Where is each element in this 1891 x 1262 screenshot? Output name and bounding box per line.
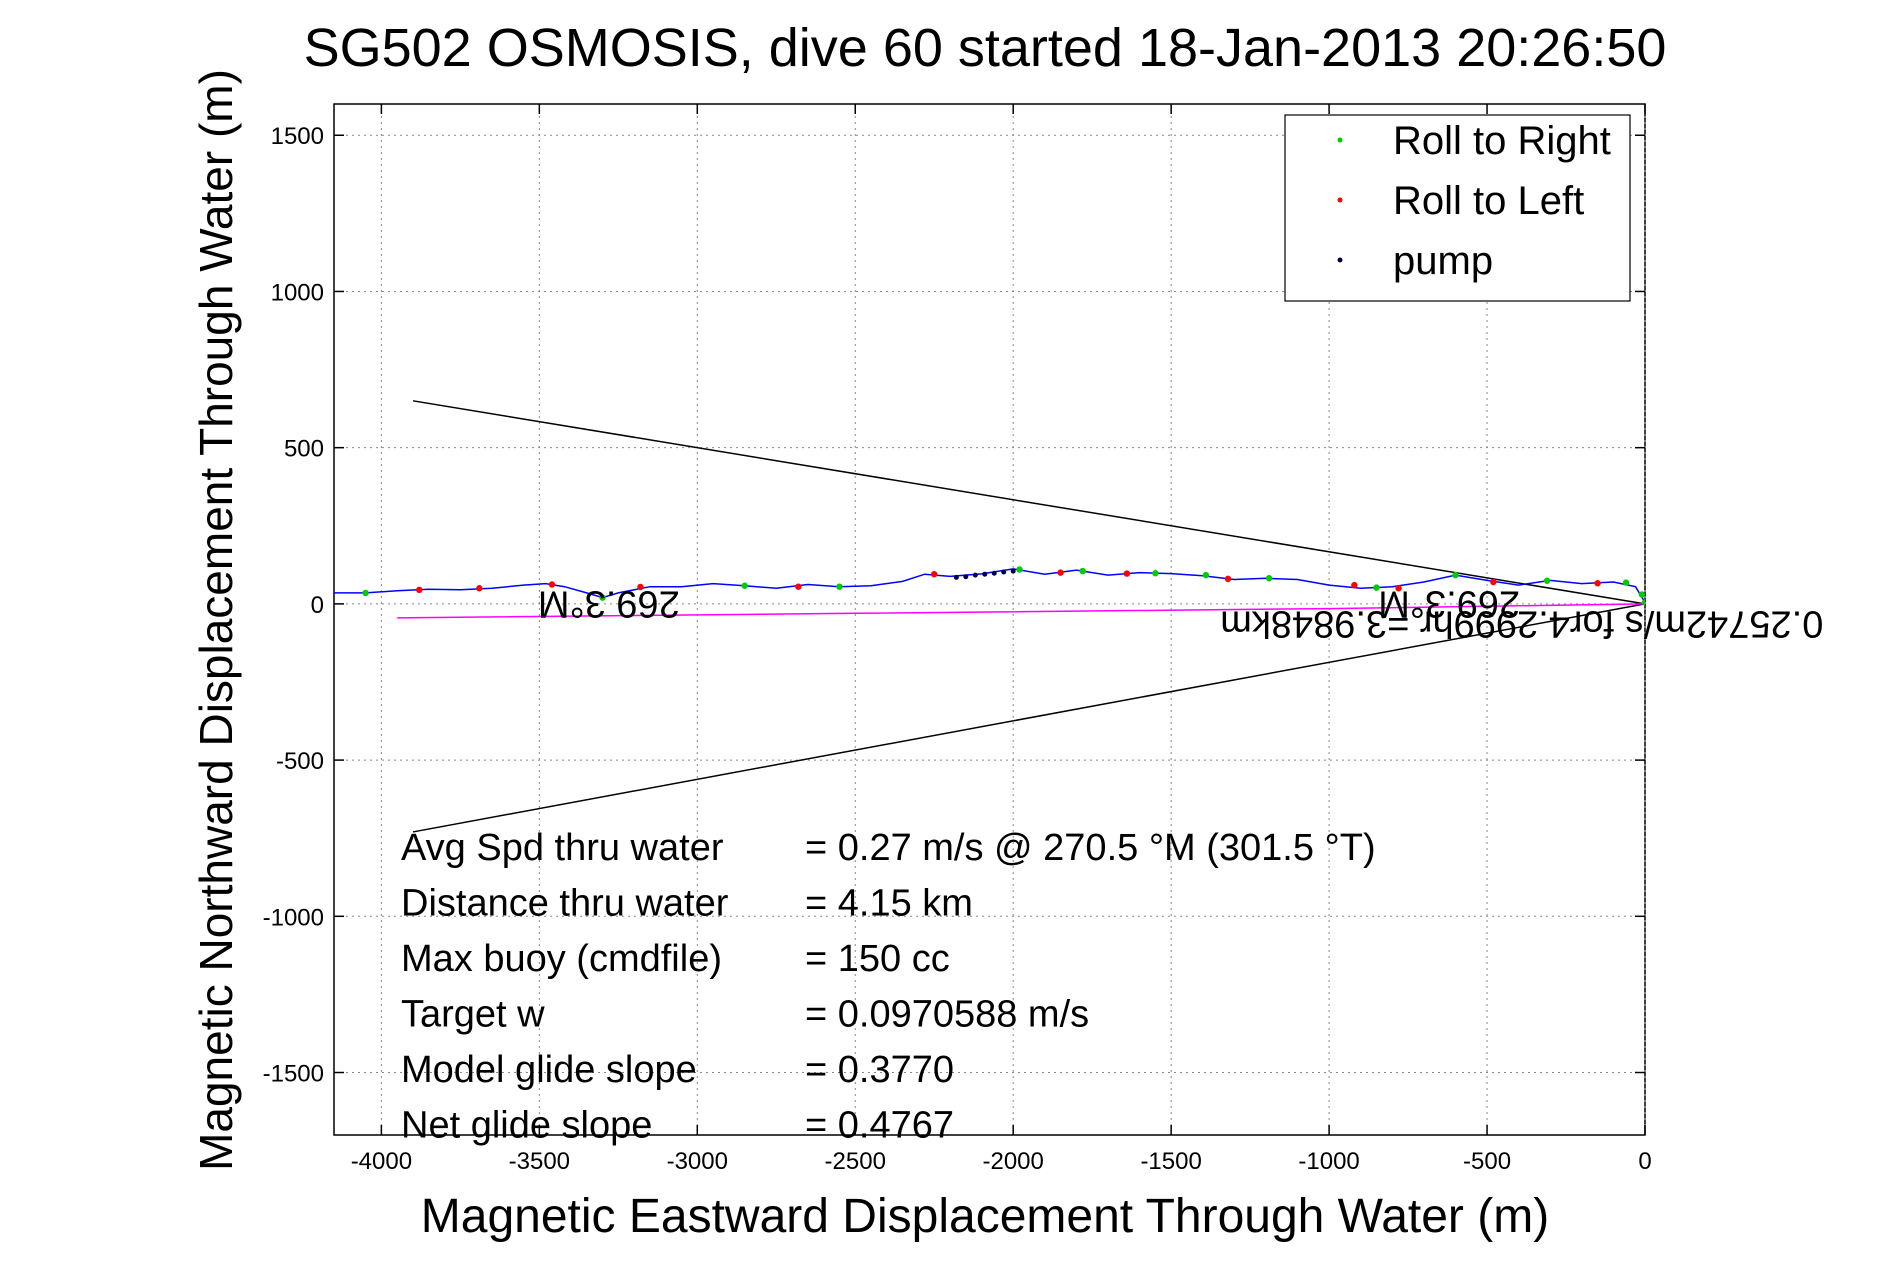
roll-right-marker (1641, 599, 1645, 606)
heading-line (412, 400, 1645, 605)
roll-right-marker (1622, 579, 1630, 586)
roll-right-marker (1265, 575, 1273, 582)
stat-label: Model glide slope (401, 1049, 697, 1091)
legend-label: pump (1393, 239, 1493, 283)
x-tick-label: -500 (1463, 1148, 1511, 1175)
annotations: 269.3°M 269.3°M0.25742m/s for4.2999hr =3.… (538, 582, 1824, 644)
y-tick-label: 1500 (271, 123, 324, 150)
roll-left-marker (1351, 581, 1358, 589)
y-tick-label: 1000 (271, 279, 324, 306)
chart-title: SG502 OSMOSIS, dive 60 started 18-Jan-20… (304, 18, 1667, 78)
stat-label: Net glide slope (401, 1105, 652, 1147)
legend: Roll to Right Roll to Left pump (1284, 114, 1631, 302)
stat-value: = 0.27 m/s @ 270.5 °M (301.5 °T) (805, 827, 1376, 869)
y-tick-label: -1000 (263, 904, 324, 931)
x-tick-label: -3000 (667, 1148, 728, 1175)
x-tick-label: -2000 (982, 1148, 1043, 1175)
x-tick-label: 0 (1638, 1148, 1651, 1175)
stat-label: Target w (401, 994, 545, 1036)
current-line (397, 603, 1645, 619)
roll-right-marker (1452, 571, 1459, 579)
roll-left-marker (1395, 585, 1402, 592)
tick-labels: -4000 -3500 -3000 -2500 -2000 -1500 -1000 -500 0… (263, 123, 1652, 1175)
roll-right-marker (1079, 567, 1086, 575)
stat-value: = 0.4767 (805, 1105, 954, 1147)
roll-left-marker (548, 581, 556, 588)
pump-marker (953, 574, 959, 580)
stats-block: Avg Spd thru water = 0.27 m/s @ 270.5 °M … (401, 827, 1376, 1147)
legend-marker (1337, 257, 1343, 263)
x-tick-label: -2500 (825, 1148, 886, 1175)
roll-left-marker (1123, 570, 1131, 577)
roll-right-marker (1202, 571, 1210, 579)
stat-label: Max buoy (cmdfile) (401, 938, 722, 980)
pump-marker (963, 574, 969, 580)
pump-marker (1001, 569, 1007, 575)
roll-left-marker (637, 583, 644, 591)
legend-box (1284, 114, 1631, 302)
roll-left-marker (1594, 580, 1601, 587)
stat-value: = 4.15 km (805, 883, 973, 925)
track-annotation: 269.3°M (1378, 582, 1520, 624)
roll-left-marker (416, 586, 423, 594)
x-axis-label: Magnetic Eastward Displacement Through W… (421, 1190, 1549, 1243)
track-annotation: 269.3°M (538, 582, 680, 624)
legend-label: Roll to Right (1393, 119, 1611, 163)
track-annotation: 0.25742m/s for4.2999hr =3.9848km (1220, 603, 1823, 645)
stat-value: = 0.3770 (805, 1049, 954, 1091)
roll-left-marker (795, 583, 802, 590)
y-axis-label: Magnetic Northward Displacement Through … (190, 69, 242, 1171)
stat-label: Avg Spd thru water (401, 827, 724, 869)
stat-value: = 150 cc (805, 938, 950, 980)
roll-right-marker (362, 589, 369, 597)
roll-right-marker (1152, 570, 1159, 577)
stat-value: = 0.0970588 m/s (805, 994, 1089, 1036)
y-tick-label: 0 (311, 592, 324, 619)
roll-left-marker (931, 570, 938, 578)
y-tick-label: -500 (276, 748, 324, 775)
x-tick-label: -3500 (509, 1148, 570, 1175)
x-tick-label: -1500 (1140, 1148, 1201, 1175)
roll-left-marker (1490, 578, 1497, 586)
roll-left-marker (476, 585, 483, 592)
pump-marker (982, 571, 988, 577)
roll-right-marker (1543, 577, 1551, 584)
pump-marker (1010, 568, 1016, 574)
x-tick-label: -1000 (1298, 1148, 1359, 1175)
x-tick-label: -4000 (351, 1148, 412, 1175)
stat-label: Distance thru water (401, 883, 729, 925)
pump-marker (972, 572, 978, 578)
legend-label: Roll to Left (1393, 179, 1584, 223)
data-layer (334, 400, 1645, 833)
heading-line (412, 603, 1645, 833)
legend-marker (1337, 137, 1343, 143)
roll-right-marker (1638, 591, 1645, 598)
roll-left-marker (1057, 569, 1064, 576)
roll-left-marker (1224, 575, 1232, 583)
roll-right-marker (599, 594, 606, 601)
legend-marker (1337, 197, 1343, 203)
roll-right-marker (1016, 566, 1023, 573)
y-tick-label: 500 (284, 436, 324, 463)
pump-marker (991, 570, 997, 576)
roll-right-marker (741, 582, 748, 589)
roll-right-marker (1373, 584, 1380, 591)
roll-right-marker (836, 583, 843, 590)
y-tick-label: -1500 (263, 1061, 324, 1088)
